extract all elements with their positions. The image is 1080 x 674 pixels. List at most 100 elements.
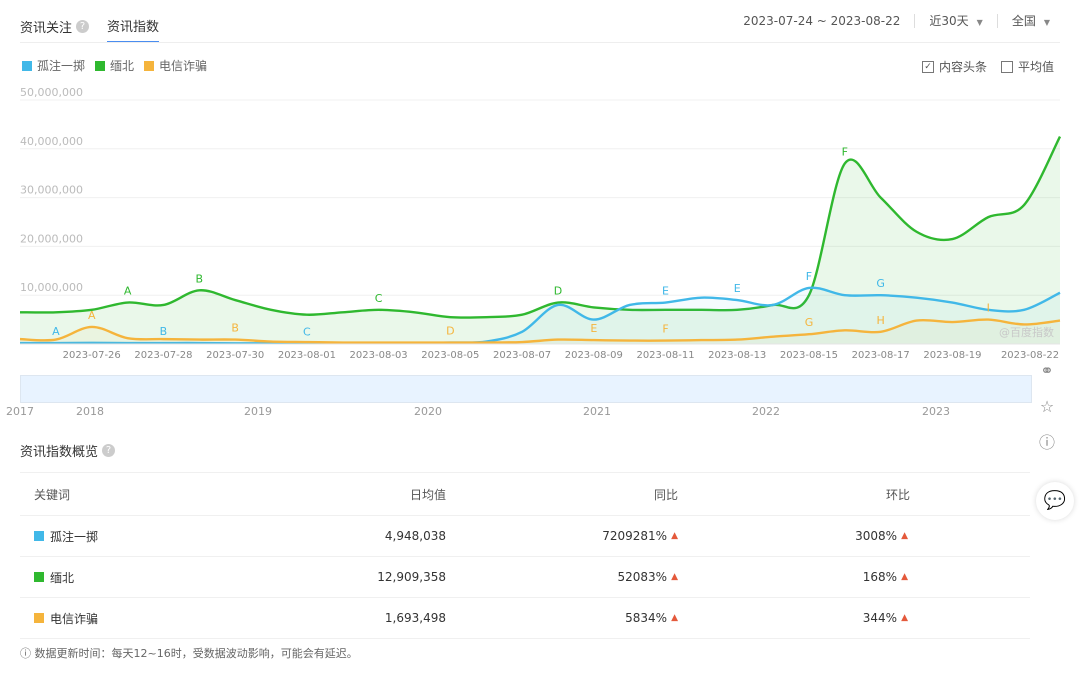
mom-cell: 344% ▲ <box>863 598 908 638</box>
annotation-marker[interactable]: F <box>662 323 668 336</box>
timeline-year-label: 2022 <box>752 405 780 418</box>
y-tick-label: 30,000,000 <box>20 184 83 197</box>
share-icon[interactable]: ⚭ <box>1040 361 1054 380</box>
annotation-marker[interactable]: G <box>876 277 885 290</box>
side-toolbar: ⚭ ☆ ⓘ <box>1036 360 1062 468</box>
series-line-1[interactable] <box>19 136 1062 319</box>
help-icon[interactable]: ? <box>76 19 90 33</box>
timeline-selection[interactable] <box>21 376 1031 402</box>
table-row: 电信诈骗 1,693,498 5834% ▲ 344% ▲ <box>20 598 1030 639</box>
annotation-marker[interactable]: D <box>554 285 562 298</box>
tab-bar: 资讯关注 ? 资讯指数 <box>20 9 177 43</box>
header-avg: 日均值 <box>409 487 446 502</box>
series-line-0[interactable] <box>19 286 1061 345</box>
annotation-marker[interactable]: B <box>196 272 204 285</box>
overview-table: 关键词 日均值 同比 环比 孤注一掷 4,948,038 7209281% ▲ 3… <box>20 472 1030 639</box>
series-line-2[interactable] <box>19 318 1061 344</box>
tab-news-index[interactable]: 资讯指数 <box>107 9 160 43</box>
divider <box>996 13 998 28</box>
x-tick-label: 2023-08-11 <box>636 350 694 361</box>
divider <box>20 42 1060 43</box>
legend-item[interactable]: 孤注一掷 <box>22 57 85 74</box>
annotation-marker[interactable]: A <box>88 309 96 322</box>
timeline-scrollbar[interactable] <box>20 375 1032 403</box>
checkbox-headline[interactable]: ✓ 内容头条 <box>921 58 987 75</box>
annotation-marker[interactable]: E <box>590 322 597 335</box>
update-note: ⓘ 数据更新时间：每天12~16时，受数据波动影响，可能会有延迟。 <box>20 645 358 661</box>
annotation-marker[interactable]: C <box>375 292 383 305</box>
star-icon[interactable]: ☆ <box>1039 397 1055 416</box>
x-tick-label: 2023-08-07 <box>493 350 551 361</box>
annotation-marker[interactable]: G <box>805 316 814 329</box>
timeline-year-label: 2021 <box>583 405 611 418</box>
annotation-marker[interactable]: C <box>303 325 311 338</box>
checkbox-checked-icon: ✓ <box>921 60 934 73</box>
timeline-year-label: 2018 <box>76 405 104 418</box>
legend-item[interactable]: 缅北 <box>95 57 134 74</box>
tab-news-attention[interactable]: 资讯关注 ? <box>20 10 90 42</box>
x-tick-label: 2023-08-22 <box>1001 350 1059 361</box>
annotation-marker[interactable]: E <box>734 282 741 295</box>
y-tick-label: 40,000,000 <box>20 135 83 148</box>
annotation-marker[interactable]: F <box>842 145 848 158</box>
header-keyword: 关键词 <box>34 487 71 502</box>
annotation-marker[interactable]: B <box>160 325 168 338</box>
x-tick-label: 2023-07-26 <box>63 350 121 361</box>
timeline-year-label: 2017 <box>6 405 34 418</box>
checkbox-label: 平均值 <box>1017 60 1054 74</box>
keyword-swatch <box>34 531 44 541</box>
x-tick-label: 2023-07-30 <box>206 350 264 361</box>
x-tick-label: 2023-07-28 <box>134 350 192 361</box>
yoy-value: 52083% <box>617 570 668 584</box>
mom-cell: 168% ▲ <box>863 557 908 597</box>
date-range[interactable]: 2023-07-24 ~ 2023-08-22 <box>743 13 901 28</box>
x-tick-label: 2023-08-15 <box>780 350 838 361</box>
annotation-marker[interactable]: D <box>446 325 454 338</box>
annotation-marker[interactable]: I <box>987 302 990 315</box>
legend-label: 孤注一掷 <box>37 59 86 73</box>
mom-value: 168% <box>862 570 898 584</box>
arrow-up-icon: ▲ <box>671 531 678 541</box>
keyword-cell: 缅北 <box>34 557 74 597</box>
keyword-swatch <box>34 572 44 582</box>
legend-item[interactable]: 电信诈骗 <box>144 57 207 74</box>
chat-icon[interactable]: 💬 <box>1036 482 1074 520</box>
keyword-text: 孤注一掷 <box>50 529 99 544</box>
y-tick-label: 10,000,000 <box>20 281 83 294</box>
annotation-marker[interactable]: A <box>52 325 60 338</box>
timeline-year-label: 2023 <box>922 405 950 418</box>
annotation-marker[interactable]: A <box>124 285 132 298</box>
trend-chart[interactable]: 10,000,000 20,000,000 30,000,000 40,000,000… <box>0 88 1080 368</box>
table-row: 缅北 12,909,358 52083% ▲ 168% ▲ <box>20 557 1030 598</box>
legend-swatch <box>95 60 106 71</box>
x-tick-label: 2023-08-13 <box>708 350 766 361</box>
x-tick-label: 2023-08-19 <box>923 350 981 361</box>
keyword-cell: 孤注一掷 <box>34 516 98 556</box>
y-tick-label: 50,000,000 <box>20 88 83 99</box>
annotation-marker[interactable]: B <box>231 322 239 335</box>
x-tick-label: 2023-08-17 <box>852 350 910 361</box>
legend-swatch <box>22 60 32 71</box>
keyword-text: 电信诈骗 <box>50 611 99 626</box>
yoy-value: 5834% <box>625 611 668 625</box>
x-tick-label: 2023-08-09 <box>565 350 623 361</box>
checkbox-icon <box>1000 60 1013 73</box>
tab-label: 资讯指数 <box>107 19 160 35</box>
mom-value: 344% <box>862 611 898 625</box>
annotation-marker[interactable]: H <box>877 314 885 327</box>
series-area-1 <box>20 136 1060 344</box>
annotation-marker[interactable]: E <box>662 285 669 298</box>
overview-title-text: 资讯指数概览 <box>20 445 99 460</box>
checkbox-average[interactable]: 平均值 <box>1000 58 1054 75</box>
annotation-marker[interactable]: F <box>806 270 812 283</box>
mom-cell: 3008% ▲ <box>855 516 908 556</box>
table-header: 关键词 日均值 同比 环比 <box>20 472 1030 516</box>
question-icon[interactable]: ⓘ <box>1038 433 1055 452</box>
chart-legend: 孤注一掷 缅北 电信诈骗 <box>22 57 217 74</box>
checkbox-label: 内容头条 <box>938 60 987 74</box>
period-select[interactable]: 近30天 ▼ <box>929 12 982 29</box>
help-icon[interactable]: ? <box>102 444 116 457</box>
legend-label: 电信诈骗 <box>159 59 208 73</box>
region-select[interactable]: 全国 ▼ <box>1012 12 1050 29</box>
x-tick-label: 2023-08-05 <box>421 350 479 361</box>
